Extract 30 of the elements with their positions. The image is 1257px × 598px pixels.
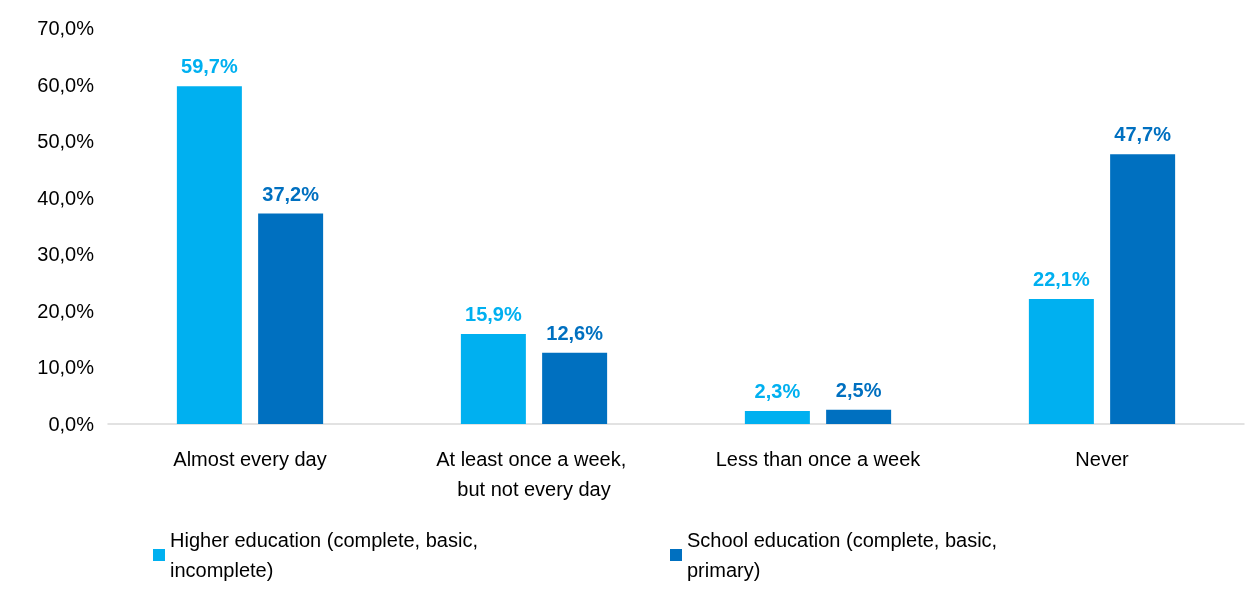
y-tick-label: 40,0% <box>37 186 95 209</box>
bar <box>826 409 892 424</box>
y-tick-label: 30,0% <box>37 243 95 266</box>
x-tick-label: Less than once a week <box>715 448 922 470</box>
bar <box>1028 298 1094 424</box>
data-label: 2,3% <box>754 379 801 402</box>
x-tick-label: At least once a week, but not every day <box>436 448 632 500</box>
legend-label: Higher education (complete, basic, incomplete) <box>170 529 484 581</box>
y-tick-label: 60,0% <box>37 73 95 96</box>
data-label: 59,7% <box>181 55 238 78</box>
data-label: 15,9% <box>465 303 522 326</box>
bar <box>1110 154 1176 424</box>
data-label: 37,2% <box>262 182 320 205</box>
x-tick-label: Almost every day <box>173 448 327 470</box>
data-label: 47,7% <box>1114 123 1172 146</box>
data-label: 22,1% <box>1033 267 1090 290</box>
bar <box>460 334 526 424</box>
y-tick-label: 50,0% <box>37 130 95 153</box>
data-label: 2,5% <box>835 378 882 401</box>
bar <box>176 86 242 424</box>
y-tick-label: 70,0% <box>37 17 95 39</box>
y-tick-label: 20,0% <box>37 299 95 322</box>
bar <box>542 352 608 424</box>
bar <box>744 410 810 424</box>
y-tick-label: 10,0% <box>37 356 95 379</box>
bar <box>258 213 324 424</box>
data-label: 12,6% <box>546 321 604 344</box>
legend-label: School education (complete, basic, primary) <box>687 529 1003 581</box>
y-tick-label: 0,0% <box>48 413 95 435</box>
x-tick-label: Never <box>1075 448 1130 470</box>
